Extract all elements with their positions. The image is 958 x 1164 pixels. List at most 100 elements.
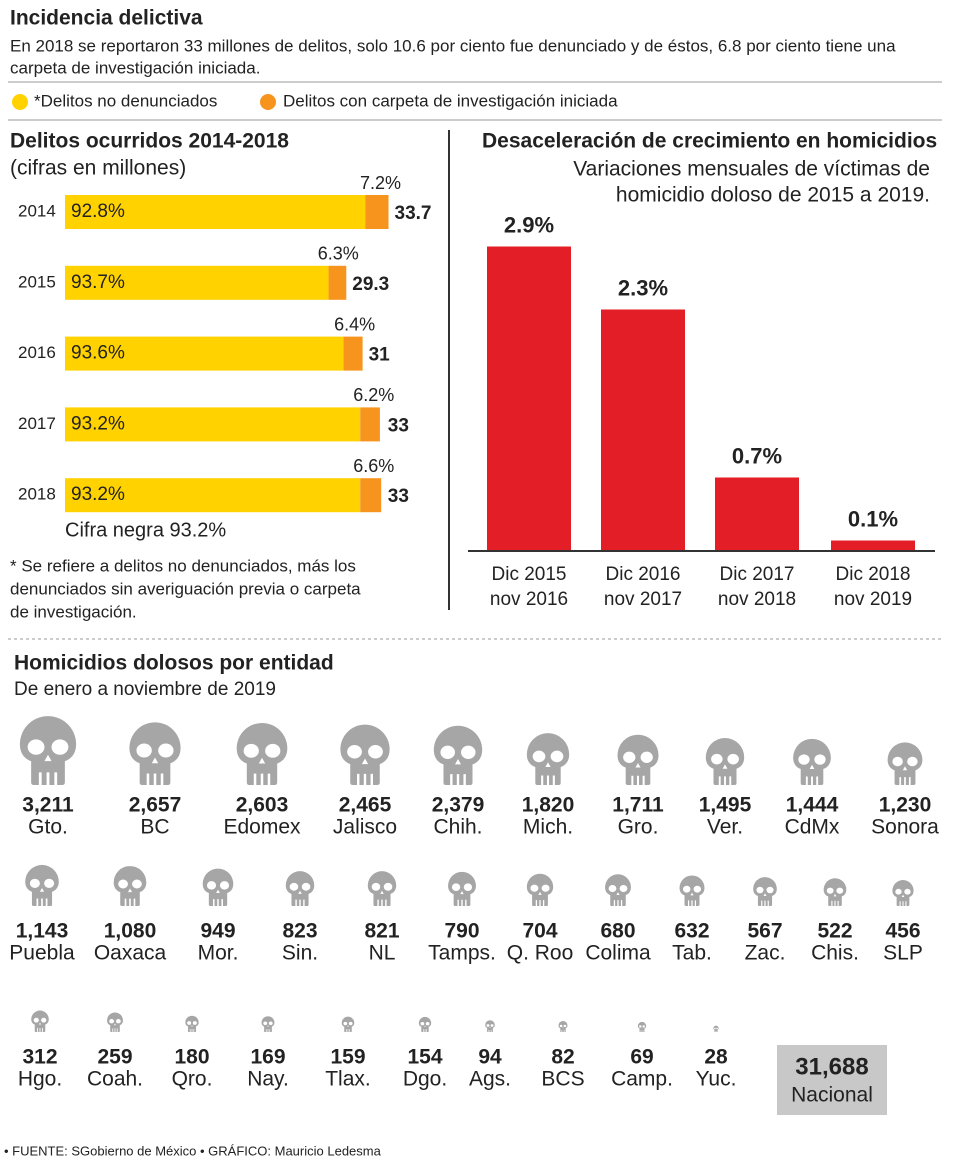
data-label: 93.6%	[71, 343, 125, 364]
annotation: Cifra negra 93.2%	[65, 519, 226, 541]
skull-icon	[31, 1010, 49, 1032]
bar-segment	[328, 265, 347, 300]
bar-segment	[65, 478, 361, 513]
category-label: Jalisco	[333, 816, 397, 839]
skull-icon	[285, 871, 315, 906]
total-name: Nacional	[791, 1084, 873, 1107]
bar	[715, 477, 799, 551]
data-label: 6.2%	[353, 385, 394, 405]
data-label: 2.9%	[504, 212, 554, 237]
category-label: Gro.	[618, 816, 659, 839]
skull-icon	[892, 880, 914, 906]
skull-icon	[605, 874, 631, 906]
legend-label: *Delitos no denunciados	[34, 91, 217, 110]
category-label: Oaxaca	[94, 942, 167, 965]
category-label: Sonora	[871, 816, 939, 839]
skull-icon	[113, 866, 147, 906]
data-label: 1,080	[104, 920, 157, 943]
x-tick-label: Dic 2018	[836, 564, 911, 585]
skull-icon	[19, 716, 77, 785]
page-title: Incidencia delictiva	[10, 7, 203, 30]
category-label: Colima	[585, 942, 651, 965]
chart-subtitle: homicidio doloso de 2015 a 2019.	[616, 184, 930, 207]
data-label: 2,379	[432, 794, 485, 817]
skull-icon	[418, 1016, 432, 1032]
x-tick-label: Dic 2016	[606, 564, 681, 585]
y-tick-label: 2017	[18, 414, 56, 433]
x-tick-label: Dic 2017	[720, 564, 795, 585]
category-label: Q. Roo	[507, 942, 574, 965]
category-label: Puebla	[9, 942, 75, 965]
skull-icon	[340, 724, 390, 785]
data-label: 522	[817, 920, 852, 943]
skull-icon	[713, 1025, 719, 1032]
category-label: Gto.	[28, 816, 68, 839]
chart-subtitle: Variaciones mensuales de víctimas de	[573, 158, 930, 181]
data-label: 2,657	[129, 794, 182, 817]
y-tick-label: 2014	[18, 201, 56, 220]
category-label: Zac.	[745, 942, 786, 965]
data-label: 456	[885, 920, 920, 943]
bar-segment	[365, 195, 389, 229]
data-label: 1,495	[699, 794, 752, 817]
footnote: * Se refiere a delitos no denunciados, m…	[10, 556, 356, 575]
data-label: 949	[200, 920, 235, 943]
skull-icon	[202, 868, 234, 906]
data-label: 632	[674, 920, 709, 943]
skull-icon	[617, 734, 659, 785]
category-label: Tamps.	[428, 942, 496, 965]
legend-swatch	[260, 94, 276, 110]
category-label: Mor.	[198, 942, 239, 965]
data-label: 1,820	[522, 794, 575, 817]
data-label: 169	[250, 1046, 285, 1069]
total-label: 31,688	[795, 1053, 868, 1080]
category-label: Ags.	[469, 1068, 511, 1091]
data-label: 28	[704, 1046, 728, 1069]
skull-icon	[637, 1021, 647, 1032]
bar-segment	[343, 336, 363, 371]
data-label: 821	[364, 920, 399, 943]
skull-icon	[823, 878, 847, 906]
total-label: 31	[369, 345, 391, 366]
skull-icon	[261, 1016, 275, 1032]
legend-swatch	[12, 94, 28, 110]
category-label: Dgo.	[403, 1068, 447, 1091]
data-label: 180	[174, 1046, 209, 1069]
skull-icon	[887, 742, 923, 785]
data-label: 6.3%	[318, 244, 359, 264]
category-label: Qro.	[172, 1068, 213, 1091]
page-subtitle: carpeta de investigación iniciada.	[10, 58, 260, 77]
bar	[487, 246, 571, 551]
category-label: Camp.	[611, 1068, 673, 1091]
data-label: 704	[522, 920, 557, 943]
footer: • FUENTE: SGobierno de México • GRÁFICO:…	[4, 1143, 382, 1158]
data-label: 7.2%	[360, 173, 401, 193]
category-label: Mich.	[523, 816, 573, 839]
data-label: 790	[444, 920, 479, 943]
data-label: 93.2%	[71, 484, 125, 505]
data-label: 92.8%	[71, 201, 125, 222]
data-label: 6.4%	[334, 314, 375, 334]
data-label: 2.3%	[618, 275, 668, 300]
bar-segment	[65, 336, 344, 371]
total-label: 29.3	[352, 274, 389, 295]
skull-icon	[679, 875, 705, 906]
category-label: Ver.	[707, 816, 743, 839]
skull-icon	[433, 725, 483, 785]
data-label: 1,143	[16, 920, 69, 943]
x-tick-label: nov 2018	[718, 589, 796, 610]
data-label: 2,603	[236, 794, 289, 817]
skull-icon	[526, 733, 570, 785]
chart-title: Delitos ocurridos 2014-2018	[10, 130, 289, 153]
category-label: Yuc.	[696, 1068, 737, 1091]
page-subtitle: En 2018 se reportaron 33 millones de del…	[10, 36, 896, 55]
data-label: 0.7%	[732, 443, 782, 468]
y-tick-label: 2016	[18, 343, 56, 362]
skull-icon	[25, 864, 59, 906]
chart-title: Desaceleración de crecimiento en homicid…	[482, 130, 937, 153]
skull-icon	[753, 877, 777, 906]
x-tick-label: Dic 2015	[492, 564, 567, 585]
data-label: 0.1%	[848, 506, 898, 531]
category-label: SLP	[883, 942, 923, 965]
